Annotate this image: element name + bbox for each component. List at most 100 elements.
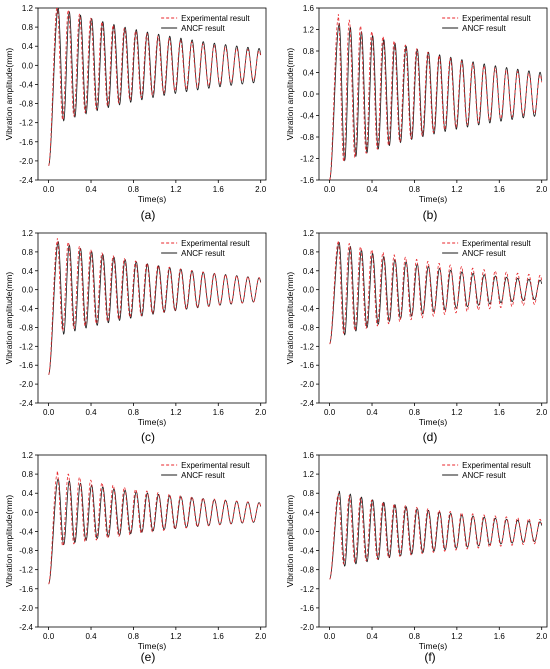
- panel-label: (c): [141, 430, 155, 444]
- x-tick-label: 0.0: [43, 185, 55, 194]
- x-tick-label: 0.4: [85, 408, 97, 417]
- y-tick-label: -1.2: [19, 566, 33, 575]
- plot-frame: [37, 7, 267, 181]
- y-tick-label: 1.2: [303, 229, 315, 238]
- x-axis-label: Time(s): [419, 194, 448, 204]
- x-tick-label: 0.0: [43, 632, 55, 641]
- legend-label: Experimental result: [181, 239, 250, 248]
- y-tick-label: 0.4: [22, 489, 34, 498]
- x-tick-label: 0.4: [366, 632, 378, 641]
- y-tick-label: -1.6: [300, 176, 314, 185]
- y-tick-label: -0.4: [300, 305, 314, 314]
- x-tick-label: 1.2: [451, 185, 463, 194]
- legend-label: ANCF result: [462, 249, 506, 258]
- panel-label: (b): [423, 208, 438, 222]
- plot-frame: [318, 454, 548, 628]
- x-tick-label: 1.6: [213, 408, 225, 417]
- y-tick-label: 0.4: [303, 267, 315, 276]
- y-tick-label: 1.2: [22, 451, 34, 460]
- chart-panel-2: 0.0 0.4 0.8 1.2 1.6 2.0 -1.6 -1.2 -0.8 -0.4 0.0 0.4…: [285, 4, 548, 204]
- y-tick-label: -0.8: [19, 323, 33, 332]
- series-line-experimental: [48, 238, 262, 375]
- y-tick-label: -1.6: [19, 361, 33, 370]
- x-tick-label: 0.0: [324, 632, 336, 641]
- y-tick-label: 0.8: [303, 489, 315, 498]
- y-tick-label: 0.8: [22, 23, 34, 32]
- legend-label: Experimental result: [462, 14, 531, 23]
- y-tick-label: 1.2: [303, 26, 315, 35]
- chart-panel-4: 0.0 0.4 0.8 1.2 1.6 2.0 -2.4 -2.0 -1.6 -1.2 -0.8 -0…: [285, 229, 548, 427]
- plot-frame: [37, 454, 267, 628]
- y-tick-label: -1.2: [300, 155, 314, 164]
- y-tick-label: 0.0: [303, 286, 315, 295]
- legend-label: ANCF result: [181, 471, 225, 480]
- y-tick-label: 0.0: [303, 90, 315, 99]
- y-tick-label: 1.2: [22, 4, 34, 13]
- legend-label: ANCF result: [462, 24, 506, 33]
- series-line-ancf: [48, 8, 262, 166]
- x-tick-label: 2.0: [255, 408, 267, 417]
- y-tick-label: -0.4: [19, 527, 33, 536]
- panel-label: (a): [141, 208, 156, 222]
- x-tick-label: 2.0: [536, 185, 548, 194]
- y-tick-label: -0.8: [19, 547, 33, 556]
- y-tick-label: -1.6: [300, 604, 314, 613]
- y-tick-label: -0.4: [300, 112, 314, 121]
- legend-label: Experimental result: [462, 239, 531, 248]
- panel-label: (f): [424, 650, 435, 664]
- x-tick-label: 0.4: [85, 632, 97, 641]
- y-tick-label: -1.2: [19, 342, 33, 351]
- series-line-experimental: [48, 8, 262, 166]
- x-tick-label: 2.0: [255, 632, 267, 641]
- y-tick-label: -2.0: [19, 157, 33, 166]
- y-tick-label: -2.4: [19, 176, 33, 185]
- x-tick-label: 1.6: [213, 185, 225, 194]
- y-tick-label: -0.4: [300, 547, 314, 556]
- x-tick-label: 1.6: [494, 408, 506, 417]
- y-tick-label: 1.6: [303, 4, 315, 13]
- y-tick-label: -0.4: [19, 80, 33, 89]
- y-tick-label: 0.8: [22, 470, 34, 479]
- x-tick-label: 0.8: [409, 408, 421, 417]
- y-tick-label: -2.0: [19, 380, 33, 389]
- panel-label: (d): [423, 430, 438, 444]
- y-tick-label: -0.8: [300, 566, 314, 575]
- y-tick-label: 0.4: [303, 69, 315, 78]
- legend-label: ANCF result: [181, 24, 225, 33]
- series-line-ancf: [48, 241, 262, 375]
- x-axis-label: Time(s): [138, 194, 167, 204]
- x-tick-label: 0.8: [409, 632, 421, 641]
- y-tick-label: -0.8: [300, 323, 314, 332]
- x-tick-label: 2.0: [536, 632, 548, 641]
- y-tick-label: 0.4: [22, 42, 34, 51]
- x-tick-label: 0.4: [85, 185, 97, 194]
- y-tick-label: -0.8: [19, 100, 33, 109]
- x-axis-label: Time(s): [138, 417, 167, 427]
- x-tick-label: 0.8: [409, 185, 421, 194]
- x-tick-label: 0.0: [43, 408, 55, 417]
- series-line-ancf: [329, 22, 543, 180]
- legend-label: Experimental result: [181, 14, 250, 23]
- x-tick-label: 1.6: [213, 632, 225, 641]
- x-tick-label: 1.2: [170, 408, 182, 417]
- y-tick-label: 0.4: [22, 267, 34, 276]
- y-tick-label: -2.4: [19, 399, 33, 408]
- x-axis-label: Time(s): [138, 641, 167, 651]
- x-tick-label: 1.2: [451, 408, 463, 417]
- y-tick-label: 1.2: [303, 470, 315, 479]
- y-axis-label: Vibration amplitude(mm): [285, 495, 295, 588]
- y-tick-label: -1.6: [300, 361, 314, 370]
- x-tick-label: 1.6: [494, 632, 506, 641]
- series-line-experimental: [329, 14, 543, 180]
- y-tick-label: 0.8: [303, 248, 315, 257]
- chart-panel-6: 0.0 0.4 0.8 1.2 1.6 2.0 -2.0 -1.6 -1.2 -0.8 -0.4 0.…: [285, 451, 548, 651]
- series-line-ancf: [329, 490, 543, 580]
- y-axis-label: Vibration amplitude(mm): [285, 48, 295, 141]
- y-tick-label: -2.4: [19, 623, 33, 632]
- chart-panel-3: 0.0 0.4 0.8 1.2 1.6 2.0 -2.4 -2.0 -1.6 -1.2 -0.8 -0…: [4, 229, 267, 427]
- x-tick-label: 1.2: [170, 632, 182, 641]
- y-tick-label: -0.4: [19, 305, 33, 314]
- y-tick-label: -2.0: [300, 380, 314, 389]
- legend-label: Experimental result: [462, 461, 531, 470]
- y-tick-label: 0.0: [22, 508, 34, 517]
